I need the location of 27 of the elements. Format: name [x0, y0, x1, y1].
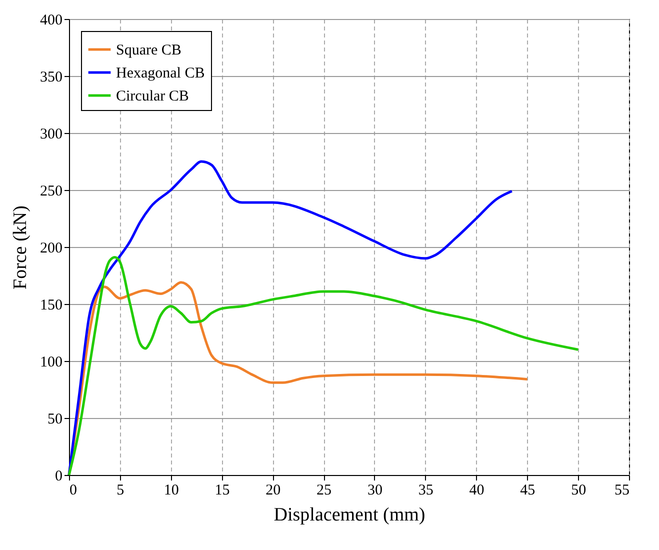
y-tick-label: 100 [40, 354, 62, 370]
legend-label: Square CB [116, 42, 182, 58]
x-tick-label: 30 [367, 482, 382, 498]
y-tick-label: 400 [40, 12, 62, 28]
x-tick-label: 40 [469, 482, 484, 498]
x-tick-label: 55 [614, 482, 630, 498]
x-tick-label: 0 [70, 482, 77, 498]
y-tick-label: 350 [40, 70, 62, 86]
y-tick-label: 200 [40, 240, 62, 256]
x-tick-label: 20 [266, 482, 281, 498]
y-tick-label: 250 [40, 184, 62, 200]
y-tick-label: 0 [55, 468, 62, 484]
x-axis-title: Displacement (mm) [274, 504, 426, 526]
x-tick-label: 35 [418, 482, 434, 498]
line-series [68, 256, 580, 476]
y-tick-label: 50 [48, 412, 62, 428]
x-tick-label: 5 [116, 482, 124, 498]
x-tick-label: 25 [316, 482, 332, 498]
x-tick-label: 10 [164, 482, 179, 498]
x-tick-label: 50 [571, 482, 586, 498]
y-tick-label: 150 [40, 298, 62, 314]
legend-label: Circular CB [116, 88, 189, 104]
x-tick-label: 45 [520, 482, 536, 498]
x-tick-label: 15 [214, 482, 230, 498]
y-tick-label: 300 [40, 126, 62, 142]
legend-label: Hexagonal CB [116, 66, 205, 82]
y-axis-title: Force (kN) [10, 206, 31, 290]
